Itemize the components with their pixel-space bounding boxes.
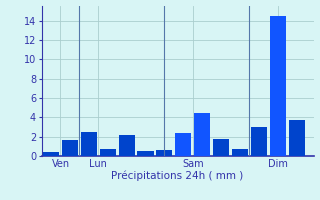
Bar: [119, 135, 135, 156]
Bar: [232, 149, 248, 156]
Bar: [81, 132, 97, 156]
Bar: [43, 152, 59, 156]
Bar: [194, 113, 210, 156]
Bar: [62, 140, 78, 156]
Bar: [213, 139, 229, 156]
Bar: [100, 149, 116, 156]
Bar: [251, 127, 267, 156]
Bar: [138, 151, 154, 156]
X-axis label: Précipitations 24h ( mm ): Précipitations 24h ( mm ): [111, 170, 244, 181]
Bar: [156, 150, 172, 156]
Bar: [289, 120, 305, 156]
Bar: [270, 16, 286, 156]
Bar: [175, 133, 191, 156]
